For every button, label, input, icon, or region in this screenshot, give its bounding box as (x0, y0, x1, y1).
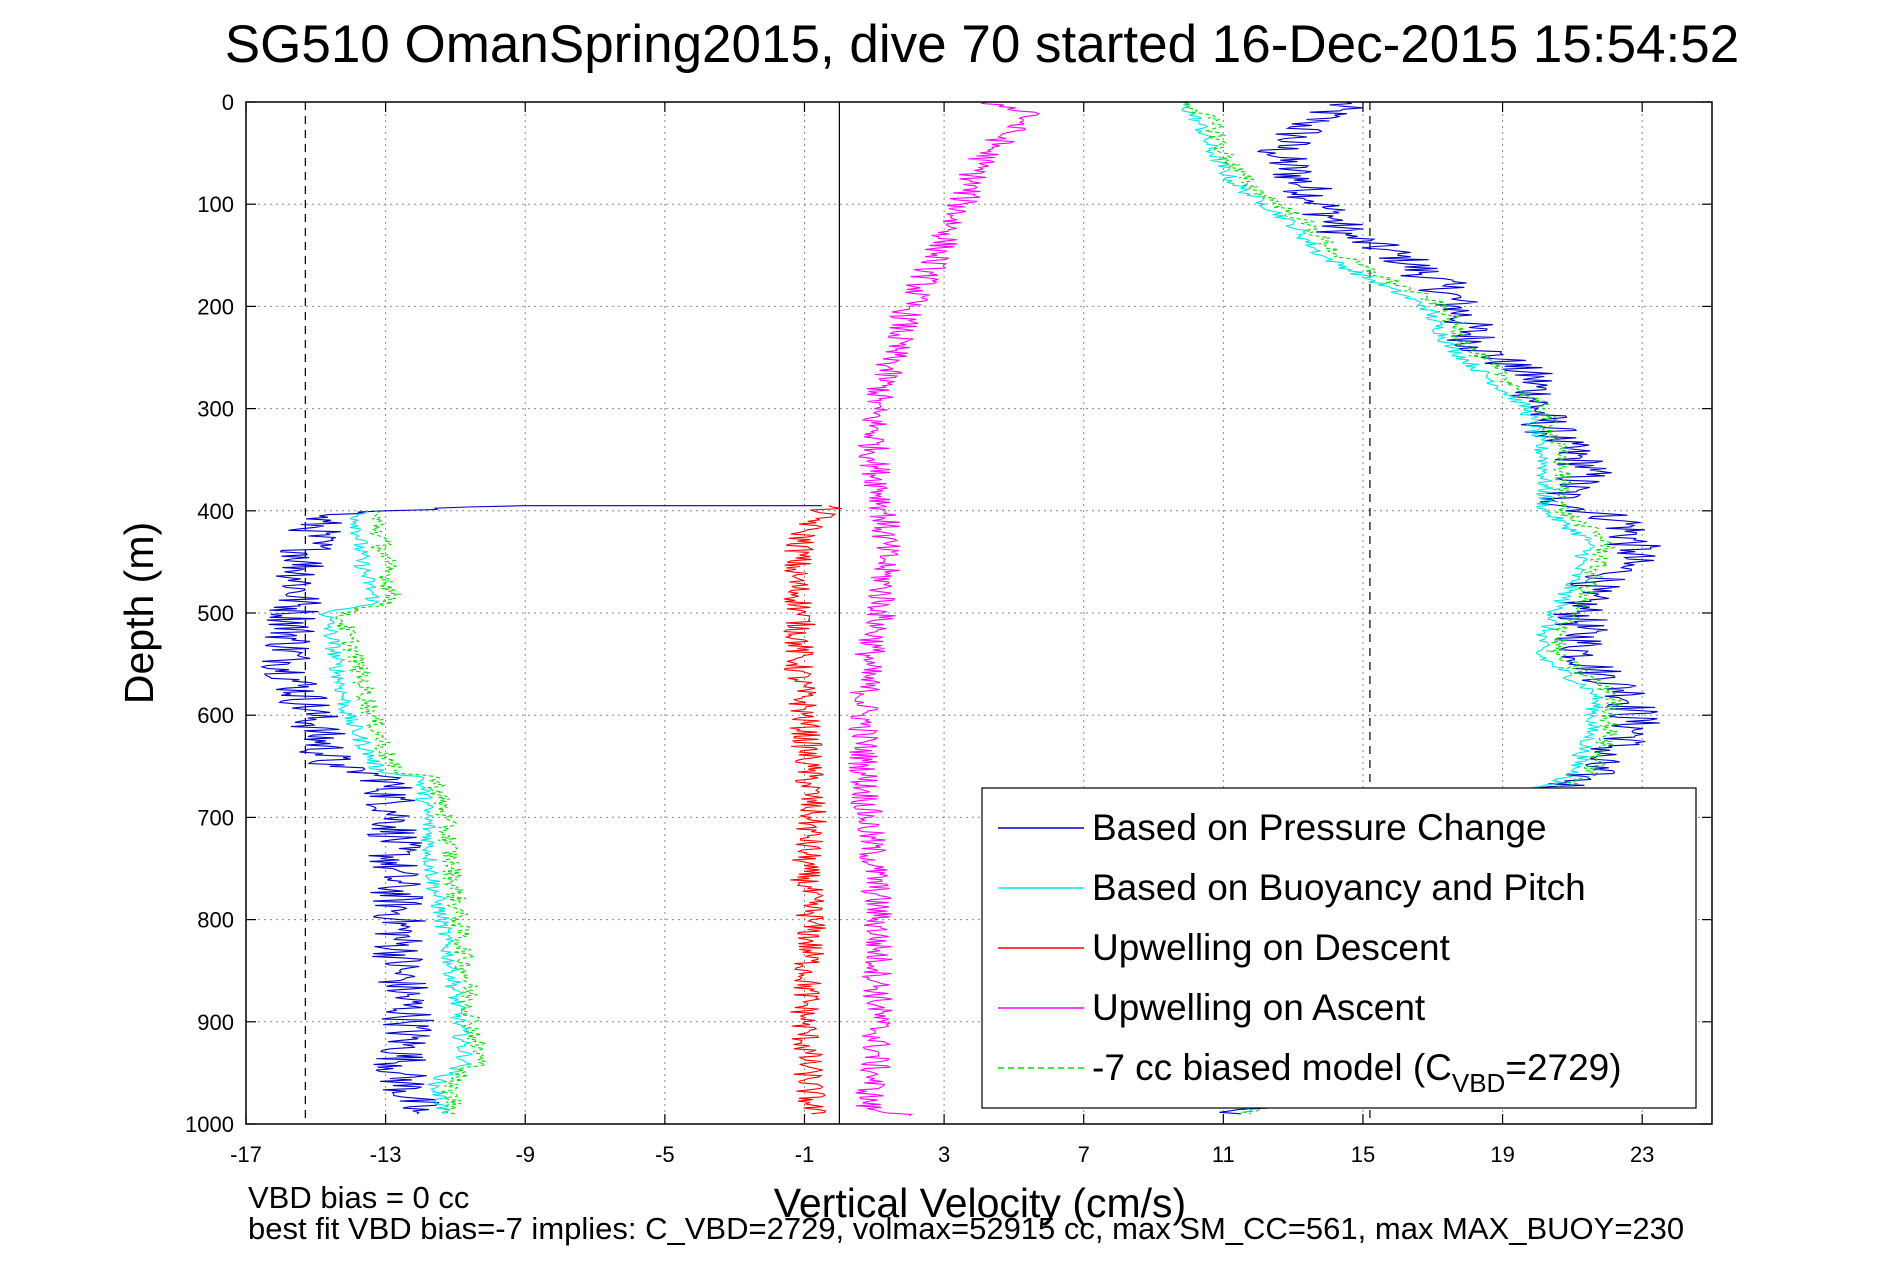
y-tick-label: 500 (197, 601, 234, 626)
x-tick-label: 19 (1490, 1142, 1514, 1167)
series-line (1181, 102, 1623, 1115)
y-tick-label: 900 (197, 1010, 234, 1035)
x-tick-label: 7 (1078, 1142, 1090, 1167)
series-line (335, 510, 488, 1115)
vbd-bias-note: VBD bias = 0 cc (248, 1180, 470, 1215)
x-tick-label: -13 (370, 1142, 402, 1167)
axis-ticks: -17 -13 -9 -5 -1 3 7 11 15 19 23010020030040050060… (185, 90, 1712, 1167)
legend: Based on Pressure Change Based on Buoyanc… (981, 787, 1697, 1109)
series-line (259, 505, 822, 1115)
y-tick-label: 300 (197, 397, 234, 422)
x-tick-label: 3 (938, 1142, 950, 1167)
x-tick-label: 11 (1212, 1142, 1235, 1167)
series-line (846, 102, 1040, 1117)
series-group (259, 102, 1661, 1117)
y-tick-label: 400 (197, 499, 234, 524)
y-tick-label: 800 (197, 908, 234, 933)
y-tick-label: 0 (222, 90, 234, 115)
legend-label: Upwelling on Descent (1092, 927, 1451, 968)
x-axis-label: Vertical Velocity (cm/s) (774, 1180, 1186, 1226)
grid-lines (246, 101, 1712, 1124)
reference-lines (304, 102, 1371, 1124)
legend-label: Upwelling on Ascent (1092, 987, 1426, 1028)
chart-title: SG510 OmanSpring2015, dive 70 started 16… (225, 15, 1739, 74)
y-tick-label: 700 (197, 805, 234, 830)
x-tick-label: 15 (1351, 1142, 1375, 1167)
y-tick-label: 600 (197, 703, 234, 728)
x-tick-label: -1 (795, 1142, 815, 1167)
legend-box (981, 787, 1697, 1109)
x-tick-label: -9 (515, 1142, 535, 1167)
series-line (318, 510, 474, 1115)
x-tick-label: -5 (655, 1142, 675, 1167)
x-tick-label: -17 (230, 1142, 262, 1167)
x-tick-label: 23 (1630, 1142, 1654, 1167)
y-tick-label: 100 (197, 192, 234, 217)
legend-label: Based on Pressure Change (1092, 807, 1547, 848)
y-tick-label: 1000 (185, 1112, 234, 1137)
series-line (783, 505, 842, 1115)
y-tick-label: 200 (197, 294, 234, 319)
legend-label: Based on Buoyancy and Pitch (1092, 867, 1586, 908)
best-fit-note: best fit VBD bias=-7 implies: C_VBD=2729… (248, 1211, 1685, 1246)
y-axis-label: Depth (m) (116, 522, 162, 704)
